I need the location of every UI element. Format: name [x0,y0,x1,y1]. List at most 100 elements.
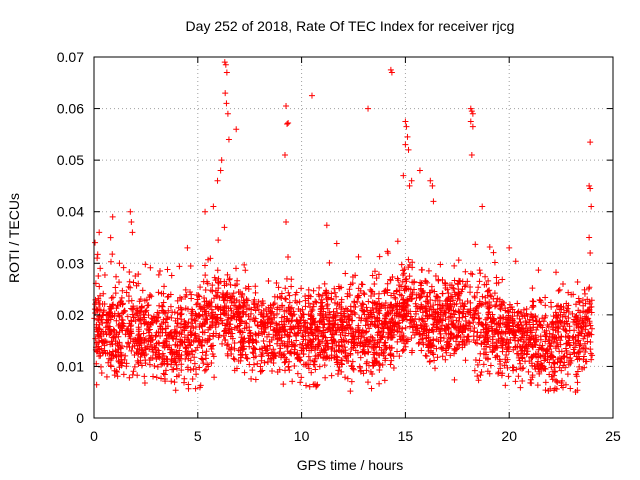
data-point [396,282,403,289]
data-point [419,266,426,273]
data-point [480,322,487,329]
data-point [553,269,560,276]
data-point [370,343,377,350]
data-point [114,373,121,380]
data-point [221,304,228,311]
data-point [203,355,210,362]
data-point [166,334,173,341]
data-point [552,309,559,316]
data-point [447,293,454,300]
data-point [520,306,527,313]
data-point [171,355,178,362]
data-point [576,342,583,349]
data-point [141,346,148,353]
data-point [425,348,432,355]
data-point [158,361,165,368]
data-point [562,327,569,334]
data-point [343,353,350,360]
data-point [416,316,423,323]
data-point [529,285,536,292]
data-point [185,385,192,392]
data-point [360,308,367,315]
data-point [189,376,196,383]
data-point [326,259,333,266]
data-point [246,361,253,368]
data-point [291,363,298,370]
data-point [587,139,594,146]
data-point [286,326,293,333]
data-point [498,342,505,349]
data-point [300,317,307,324]
data-point [431,316,438,323]
data-point [258,345,265,352]
data-point [515,308,522,315]
data-point [239,344,246,351]
data-point [226,326,233,333]
data-point [515,373,522,380]
data-point [519,355,526,362]
data-point [178,316,185,323]
data-point [103,373,110,380]
data-point [382,312,389,319]
data-point [471,293,478,300]
data-point [212,292,219,299]
data-point [319,292,326,299]
data-point [146,326,153,333]
data-point [123,289,130,296]
data-point [532,332,539,339]
data-point [237,339,244,346]
data-point [154,363,161,370]
data-point [586,234,593,241]
data-point [119,322,126,329]
data-point [489,311,496,318]
data-point [270,359,277,366]
data-point [116,321,123,328]
data-point [495,337,502,344]
data-point [128,219,135,226]
data-point [125,340,132,347]
data-point [580,302,587,309]
data-point [282,285,289,292]
data-point [556,286,563,293]
data-point [330,308,337,315]
data-point [344,322,351,329]
data-point [320,354,327,361]
data-point [142,360,149,367]
data-point [416,167,423,174]
data-point [124,313,131,320]
data-point [334,300,341,307]
data-point [160,370,167,377]
data-point [419,317,426,324]
data-point [556,306,563,313]
data-point [402,141,409,148]
data-point [231,356,238,363]
data-point [418,290,425,297]
data-point [448,303,455,310]
data-point [487,362,494,369]
data-point [389,273,396,280]
data-point [305,286,312,293]
data-point [109,251,116,258]
data-point [453,338,460,345]
data-point [576,299,583,306]
data-point [254,322,261,329]
data-point [155,289,162,296]
data-point [223,291,230,298]
data-point [541,357,548,364]
data-point [120,323,127,330]
data-point [524,348,531,355]
data-point [164,361,171,368]
data-point [311,318,318,325]
data-point [307,357,314,364]
data-point [158,290,165,297]
data-point [530,321,537,328]
data-point [434,301,441,308]
data-point [172,341,179,348]
data-point [557,359,564,366]
data-point [246,339,253,346]
data-point [338,284,345,291]
data-point [398,302,405,309]
data-point [370,337,377,344]
data-point [317,312,324,319]
data-point [245,338,252,345]
